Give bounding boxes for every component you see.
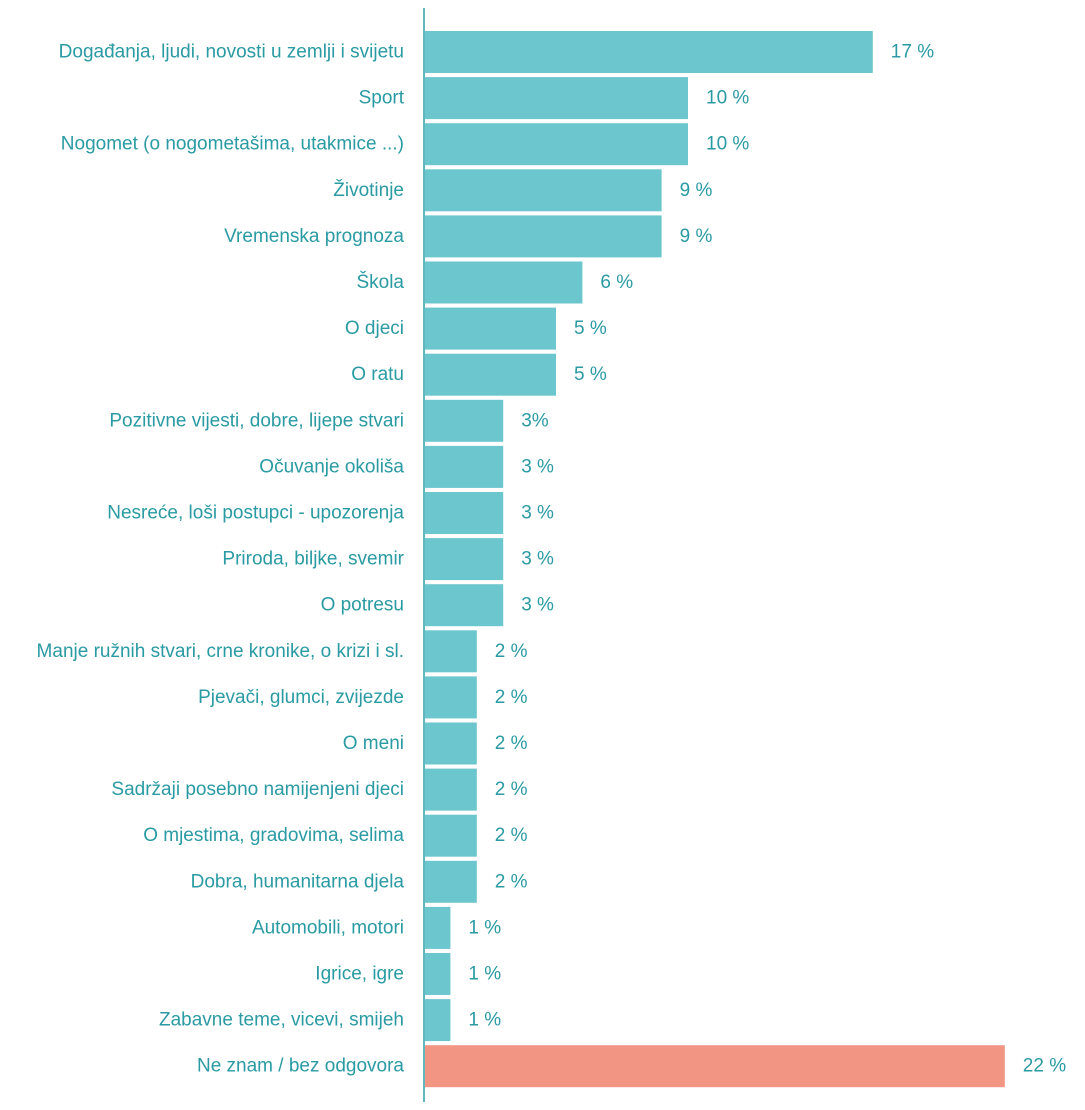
- category-labels-group: Događanja, ljudi, novosti u zemlji i svi…: [37, 42, 405, 1077]
- value-label: 22 %: [1023, 1056, 1066, 1077]
- bar-1: [424, 77, 688, 120]
- category-label: Dobra, humanitarna djela: [191, 871, 405, 892]
- bar-5: [424, 261, 583, 304]
- category-label: Igrice, igre: [315, 964, 404, 985]
- bar-12: [424, 584, 504, 627]
- bar-21: [424, 999, 451, 1042]
- category-label: Zabavne teme, vicevi, smijeh: [159, 1010, 404, 1031]
- value-label: 9 %: [680, 180, 713, 201]
- bar-18: [424, 860, 477, 903]
- value-label: 3%: [521, 410, 549, 431]
- value-label: 2 %: [495, 641, 528, 662]
- category-label: Nesreće, loši postupci - upozorenja: [107, 503, 404, 524]
- category-label: Automobili, motori: [252, 917, 404, 938]
- category-label: Sadržaji posebno namijenjeni djeci: [111, 779, 404, 800]
- value-label: 5 %: [574, 364, 607, 385]
- value-label: 10 %: [706, 88, 749, 109]
- value-label: 1 %: [468, 917, 501, 938]
- bar-14: [424, 676, 477, 719]
- value-labels-group: 17 % 10 % 10 % 9 % 9 % 6 % 5 % 5 % 3% 3 % 3 % 3 % 3 …: [468, 42, 1066, 1077]
- category-label: Događanja, ljudi, novosti u zemlji i svi…: [59, 42, 404, 63]
- value-label: 5 %: [574, 318, 607, 339]
- bar-19: [424, 906, 451, 949]
- bar-20: [424, 953, 451, 995]
- bar-17: [424, 814, 477, 857]
- category-label: Očuvanje okoliša: [259, 456, 404, 477]
- value-label: 2 %: [495, 687, 528, 708]
- category-label: Priroda, biljke, svemir: [222, 549, 404, 570]
- category-label: Pozitivne vijesti, dobre, lijepe stvari: [109, 410, 404, 431]
- category-label: O potresu: [321, 595, 404, 616]
- bar-2: [424, 123, 688, 166]
- category-label: O djeci: [345, 318, 404, 339]
- category-label: O ratu: [351, 364, 404, 385]
- category-label: Životinje: [333, 179, 404, 201]
- bar-4: [424, 215, 662, 258]
- value-label: 17 %: [891, 42, 934, 63]
- value-label: 3 %: [521, 456, 554, 477]
- value-label: 6 %: [600, 272, 633, 293]
- bar-10: [424, 492, 504, 534]
- bar-0: [424, 31, 873, 73]
- bars-group: [424, 31, 1005, 1088]
- category-label: Nogomet (o nogometašima, utakmice ...): [61, 134, 404, 155]
- value-label: 2 %: [495, 733, 528, 754]
- category-label: Manje ružnih stvari, crne kronike, o kri…: [37, 641, 404, 662]
- category-label: Ne znam / bez odgovora: [197, 1056, 404, 1077]
- category-label: Škola: [356, 271, 404, 293]
- value-label: 2 %: [495, 825, 528, 846]
- category-label: Sport: [359, 88, 405, 109]
- bar-16: [424, 768, 477, 811]
- value-label: 2 %: [495, 779, 528, 800]
- category-label: Pjevači, glumci, zvijezde: [198, 687, 404, 708]
- bar-11: [424, 538, 504, 581]
- value-label: 3 %: [521, 549, 554, 570]
- category-label: O meni: [343, 733, 404, 754]
- bar-22: [424, 1045, 1005, 1088]
- value-label: 3 %: [521, 503, 554, 524]
- value-label: 9 %: [680, 226, 713, 247]
- bar-6: [424, 307, 556, 350]
- bar-3: [424, 169, 662, 212]
- value-label: 1 %: [468, 964, 501, 985]
- value-label: 1 %: [468, 1010, 501, 1031]
- category-label: O mjestima, gradovima, selima: [143, 825, 404, 846]
- bar-15: [424, 722, 477, 765]
- bar-13: [424, 630, 477, 673]
- bar-9: [424, 445, 504, 488]
- value-label: 3 %: [521, 595, 554, 616]
- value-label: 10 %: [706, 134, 749, 155]
- value-label: 2 %: [495, 871, 528, 892]
- bar-8: [424, 399, 504, 442]
- category-label: Vremenska prognoza: [224, 226, 404, 247]
- bar-7: [424, 353, 556, 396]
